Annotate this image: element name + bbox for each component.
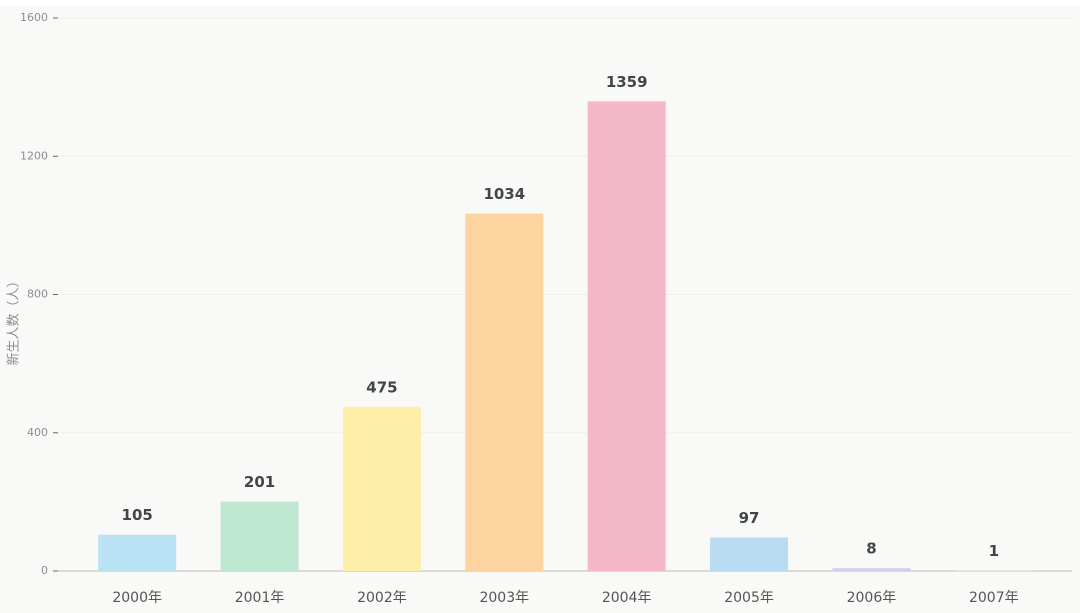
bar [587,101,666,571]
x-tick-label: 2004年 [602,590,652,606]
value-label: 1359 [606,73,648,91]
x-tick-label: 2007年 [969,590,1019,606]
x-tick-label: 2000年 [112,590,162,606]
value-label: 105 [122,506,153,524]
bar [342,406,421,571]
value-label: 475 [366,378,397,396]
x-tick-label: 2005年 [724,590,774,606]
x-tick-label: 2003年 [479,590,529,606]
value-label: 201 [244,473,275,491]
x-tick-label: 2001年 [235,590,285,606]
y-tick-label: 400 [27,426,48,439]
bar [954,570,1033,572]
bar [220,501,299,571]
x-tick-label: 2002年 [357,590,407,606]
y-axis-label: 新生人数（人） [6,274,22,365]
value-label: 1 [989,542,999,560]
value-label: 1034 [483,185,525,203]
bar [98,534,177,571]
bar [710,537,789,571]
x-tick-label: 2006年 [847,590,897,606]
y-tick-label: 1600 [20,11,48,24]
y-tick-label: 800 [27,288,48,301]
y-tick-label: 1200 [20,149,48,162]
y-tick-label: 0 [41,564,48,577]
bar [832,568,911,571]
bar [465,213,544,571]
value-label: 97 [739,509,760,527]
value-label: 8 [866,540,876,558]
